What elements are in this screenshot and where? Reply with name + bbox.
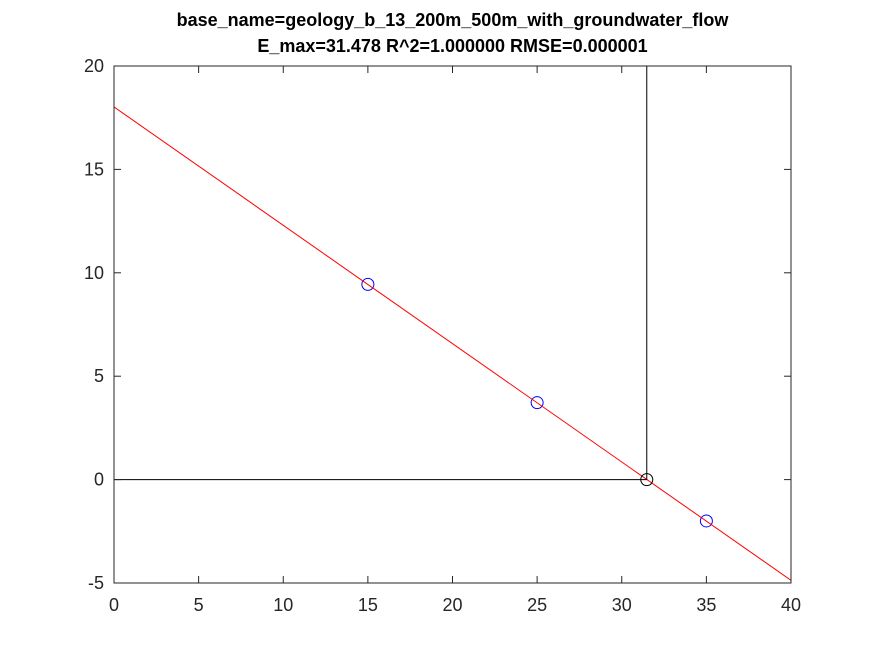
y-tick-label-3: 10 [84,263,104,283]
axes-box [113,65,792,584]
x-tick-label-1: 5 [194,595,204,615]
x-tick-label-2: 10 [273,595,293,615]
x-tick-label-0: 0 [109,595,119,615]
x-tick-label-7: 35 [696,595,716,615]
y-tick-label-2: 5 [94,366,104,386]
chart-title-line-2: E_max=31.478 R^2=1.000000 RMSE=0.000001 [257,36,648,56]
series-0-point-2 [699,514,713,528]
plot-content [114,66,791,581]
y-tick-label-5: 20 [84,56,104,76]
x-tick-label-8: 40 [781,595,801,615]
y-tick-label-1: 0 [94,470,104,490]
y-tick-label-0: -5 [88,573,104,593]
x-tick-label-3: 15 [358,595,378,615]
y-tick-label-4: 15 [84,159,104,179]
series-0-point-0 [361,277,375,291]
x-tick-label-5: 25 [527,595,547,615]
x-tick-label-4: 20 [442,595,462,615]
plot-area [114,66,791,581]
series-1-line [114,106,791,581]
x-tick-label-6: 30 [612,595,632,615]
series-4-point-0 [640,473,654,487]
series-0-point-1 [530,396,544,410]
chart-title-line-1: base_name=geology_b_13_200m_500m_with_gr… [176,10,729,30]
